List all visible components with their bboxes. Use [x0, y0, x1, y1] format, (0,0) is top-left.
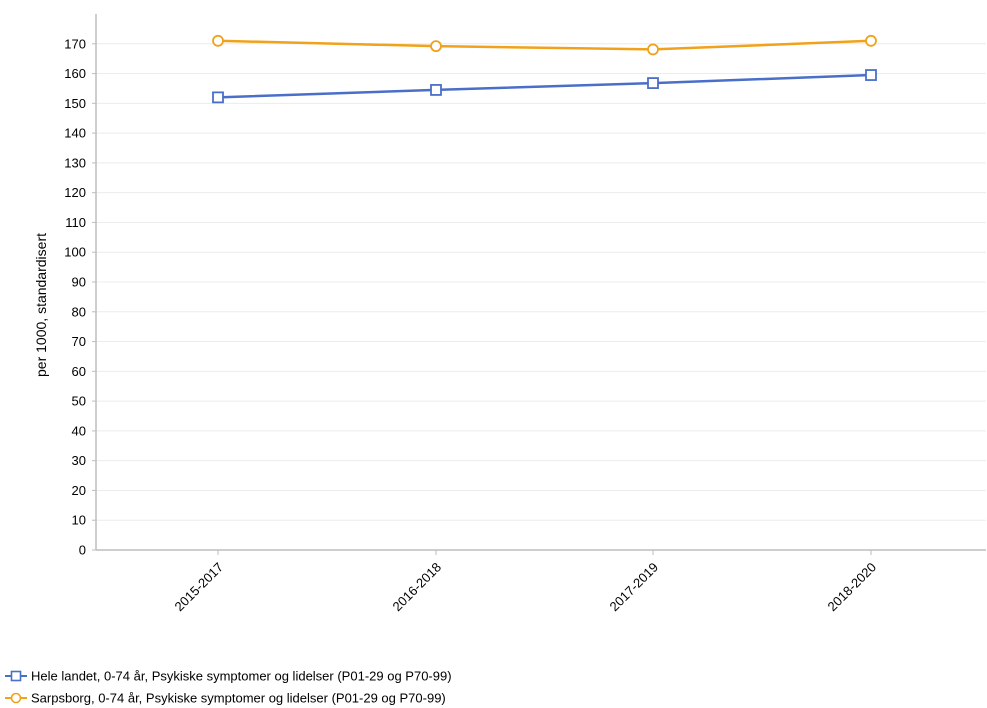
legend[interactable]: Hele landet, 0-74 år, Psykiske symptomer… [5, 669, 452, 706]
y-tick-label: 120 [64, 185, 86, 200]
data-point[interactable] [430, 40, 442, 53]
y-tick-label: 60 [72, 364, 86, 379]
y-tick-label: 100 [64, 245, 86, 260]
axes [92, 14, 986, 555]
legend-label: Sarpsborg, 0-74 år, Psykiske symptomer o… [31, 691, 446, 706]
data-point[interactable] [430, 84, 442, 96]
data-point[interactable] [212, 34, 224, 47]
data-point[interactable] [865, 69, 877, 81]
y-tick-label: 40 [72, 423, 86, 438]
x-tick-label: 2015-2017 [172, 560, 227, 615]
y-tick-label: 50 [72, 394, 86, 409]
x-tick-label: 2016-2018 [390, 560, 445, 615]
data-point[interactable] [865, 34, 877, 47]
legend-item[interactable]: Hele landet, 0-74 år, Psykiske symptomer… [5, 669, 452, 684]
x-tick-label: 2017-2019 [607, 560, 662, 615]
series-line [217, 73, 872, 99]
y-tick-label: 140 [64, 126, 86, 141]
y-tick-label: 10 [72, 513, 86, 528]
y-tick-label: 20 [72, 483, 86, 498]
y-tick-label: 110 [65, 215, 86, 230]
legend-square-icon [10, 670, 22, 682]
y-tick-label: 80 [72, 304, 86, 319]
legend-circle-icon [10, 692, 22, 704]
data-point[interactable] [647, 77, 659, 89]
y-axis-title: per 1000, standardisert [33, 233, 49, 377]
y-tick-label: 160 [64, 66, 86, 81]
x-tick-labels: 2015-2017 2016-2018 2017-2019 2018-2020 [172, 560, 880, 615]
y-tick-label: 30 [72, 453, 86, 468]
legend-label: Hele landet, 0-74 år, Psykiske symptomer… [31, 669, 452, 684]
y-tick-label: 70 [72, 334, 86, 349]
y-tick-labels: 0 10 20 30 40 50 60 70 80 90 100 110 120 130 140 150 160… [64, 36, 86, 557]
x-tick-label: 2018-2020 [825, 560, 880, 615]
y-tick-label: 0 [79, 543, 86, 558]
y-tick-label: 130 [64, 155, 86, 170]
y-tick-label: 90 [72, 275, 86, 290]
gridlines [96, 43, 986, 521]
y-tick-label: 170 [64, 36, 86, 51]
y-tick-label: 150 [64, 96, 86, 111]
data-point[interactable] [647, 43, 659, 56]
series-line [217, 39, 872, 51]
series-lines [212, 34, 877, 104]
legend-item[interactable]: Sarpsborg, 0-74 år, Psykiske symptomer o… [5, 691, 446, 706]
data-point[interactable] [212, 91, 224, 104]
